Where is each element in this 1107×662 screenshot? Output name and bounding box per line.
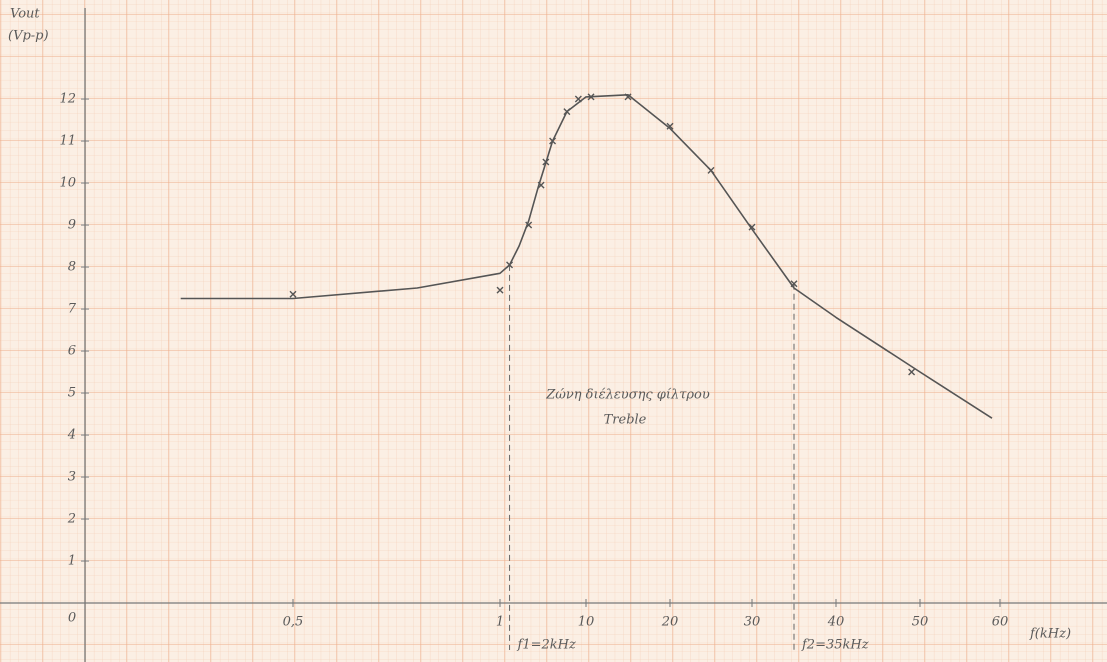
x-axis-label: f(kHz) bbox=[1029, 627, 1071, 642]
y-tick-label: 5 bbox=[68, 386, 76, 401]
data-point bbox=[666, 122, 674, 130]
y-axis-label: Vout bbox=[10, 7, 40, 22]
x-tick-label: 1 bbox=[496, 615, 504, 630]
data-point bbox=[908, 368, 916, 376]
cutoff-label: f1=2kHz bbox=[517, 638, 576, 653]
data-point bbox=[289, 290, 297, 298]
y-tick-label: 2 bbox=[67, 512, 76, 527]
y-tick-label: 1 bbox=[68, 554, 76, 569]
y-tick-label: 10 bbox=[59, 176, 76, 191]
y-tick-label: 11 bbox=[59, 134, 76, 149]
band-label: Ζώνη διέλευσης φίλτρου bbox=[545, 388, 710, 403]
origin-label: 0 bbox=[68, 611, 76, 626]
data-point bbox=[790, 280, 798, 288]
y-tick-label: 6 bbox=[68, 344, 76, 359]
data-point bbox=[748, 223, 756, 231]
x-tick-label: 40 bbox=[827, 615, 845, 630]
data-point bbox=[542, 158, 550, 166]
y-tick-label: 12 bbox=[59, 92, 76, 107]
x-tick-label: 50 bbox=[912, 615, 929, 630]
x-tick-label: 20 bbox=[661, 615, 679, 630]
x-tick-label: 60 bbox=[992, 615, 1009, 630]
data-point bbox=[537, 181, 545, 189]
data-point bbox=[506, 261, 514, 269]
x-tick-label: 0,5 bbox=[283, 615, 304, 630]
y-tick-label: 8 bbox=[68, 260, 76, 275]
x-tick-label: 10 bbox=[578, 615, 595, 630]
data-point bbox=[496, 286, 504, 294]
y-tick-label: 4 bbox=[67, 428, 76, 443]
data-point bbox=[574, 95, 582, 103]
x-tick-label: 30 bbox=[744, 615, 761, 630]
y-tick-label: 9 bbox=[68, 218, 76, 233]
y-tick-label: 7 bbox=[68, 302, 77, 317]
data-point bbox=[525, 221, 533, 229]
cutoff-label: f2=35kHz bbox=[801, 638, 869, 653]
y-axis-label: (Vp-p) bbox=[8, 29, 49, 44]
data-point bbox=[707, 166, 715, 174]
data-point bbox=[587, 93, 595, 101]
band-label: Treble bbox=[604, 413, 647, 428]
data-point bbox=[624, 93, 632, 101]
y-tick-label: 3 bbox=[68, 470, 76, 485]
data-point bbox=[549, 137, 557, 145]
data-point bbox=[563, 108, 571, 116]
